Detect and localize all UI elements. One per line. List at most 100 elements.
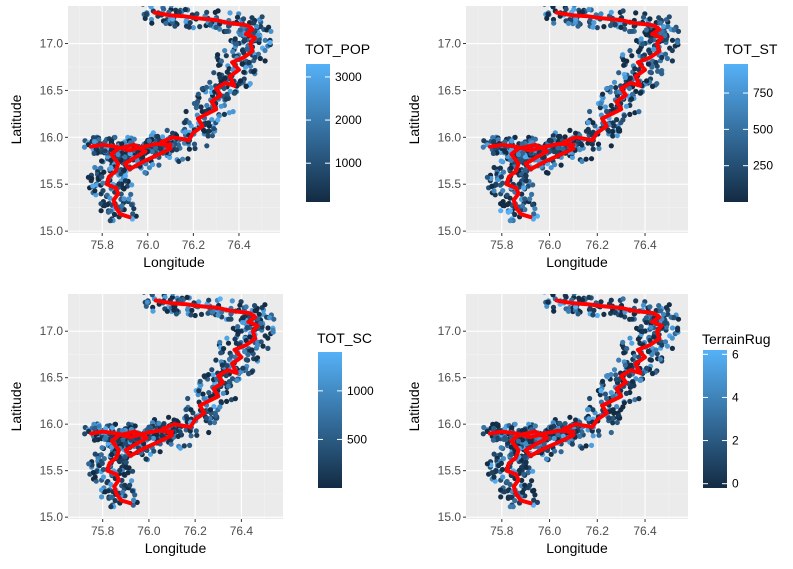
data-point [116, 438, 122, 444]
data-point [107, 218, 113, 224]
data-point [232, 90, 238, 96]
data-point [203, 84, 210, 90]
data-point [99, 460, 105, 466]
data-point [633, 298, 639, 304]
data-point [562, 421, 568, 427]
data-point [491, 164, 497, 171]
data-point [529, 191, 535, 197]
data-point [210, 372, 216, 378]
data-point [657, 20, 664, 26]
data-point [109, 138, 115, 144]
data-point [222, 48, 228, 54]
data-point [614, 404, 620, 410]
data-point [563, 294, 569, 300]
data-point [637, 377, 644, 383]
data-point [550, 294, 556, 298]
data-point [598, 11, 604, 17]
data-point [143, 303, 149, 309]
data-point [594, 25, 600, 31]
data-point [198, 104, 204, 110]
data-point [542, 6, 547, 7]
data-point [636, 396, 642, 402]
data-point [552, 162, 558, 168]
data-point [271, 316, 277, 322]
legend-tick-label: 6 [732, 347, 739, 361]
data-point [211, 70, 217, 76]
data-point [531, 211, 537, 217]
data-point [490, 421, 496, 427]
data-point [595, 141, 602, 147]
data-point [516, 181, 523, 187]
data-point [600, 91, 606, 97]
data-point [217, 75, 223, 81]
data-point [102, 489, 108, 495]
data-point [522, 167, 528, 173]
data-point [508, 157, 514, 163]
data-point [215, 312, 221, 318]
data-point [141, 6, 145, 7]
data-point [669, 335, 675, 341]
data-point [234, 41, 240, 47]
data-point [675, 327, 681, 333]
data-point [177, 445, 183, 451]
y-tick-label: 15.5 [40, 464, 64, 478]
data-point [196, 388, 202, 394]
data-point [200, 391, 206, 397]
data-point [611, 367, 618, 373]
data-point [627, 398, 633, 404]
data-point [216, 113, 222, 119]
y-axis-title: Latitude [8, 94, 24, 144]
data-point [669, 58, 676, 64]
x-tick-label: 76.0 [538, 238, 562, 252]
data-point [501, 203, 507, 209]
data-point [550, 6, 556, 10]
data-point [232, 36, 238, 42]
data-point [90, 183, 96, 189]
data-point [635, 336, 642, 342]
data-point [491, 139, 497, 145]
data-point [557, 420, 563, 426]
data-point [614, 117, 620, 123]
data-point [543, 456, 550, 462]
legend-gradient-bar [318, 352, 342, 488]
data-point [522, 440, 529, 447]
data-point [620, 117, 626, 123]
data-point [530, 182, 536, 188]
data-point [669, 47, 675, 54]
data-point [173, 311, 179, 317]
data-point [499, 466, 506, 473]
data-point [550, 16, 557, 23]
data-point [120, 185, 126, 191]
data-point [490, 150, 496, 156]
data-point [254, 23, 260, 30]
data-point [201, 395, 207, 402]
data-point [492, 192, 498, 198]
data-point [522, 454, 528, 460]
data-point [222, 75, 228, 81]
data-point [502, 148, 508, 154]
data-point [81, 144, 88, 150]
data-point [509, 138, 515, 144]
data-point [108, 494, 114, 500]
data-point [500, 474, 506, 480]
data-point [648, 37, 654, 43]
data-point [649, 83, 656, 89]
data-point [109, 452, 115, 458]
data-point [627, 75, 633, 81]
data-point [267, 315, 273, 321]
data-point [608, 9, 614, 15]
data-point [632, 110, 638, 116]
data-point [225, 340, 232, 346]
data-point [608, 429, 614, 436]
data-point [675, 28, 682, 34]
data-point [548, 425, 554, 431]
x-axis-title: Longitude [143, 254, 205, 270]
data-point [112, 421, 119, 427]
data-point [604, 373, 610, 379]
data-point [208, 85, 214, 91]
data-point [120, 489, 126, 495]
data-point [149, 20, 155, 26]
legend-tick-label: 0 [732, 477, 739, 491]
data-point [527, 196, 533, 202]
data-point [643, 315, 650, 321]
